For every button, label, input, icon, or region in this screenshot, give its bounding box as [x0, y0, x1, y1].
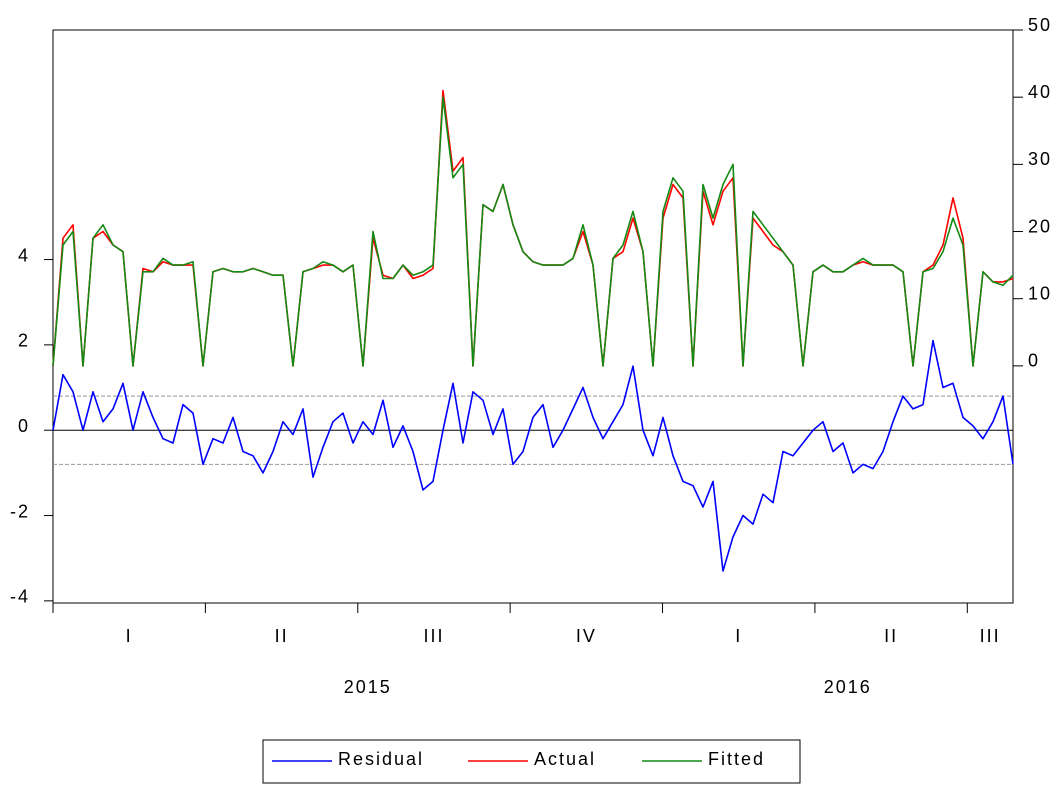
quarter-label: I [126, 626, 133, 646]
y2-tick-label: 10 [1028, 283, 1052, 303]
quarter-label: III [980, 626, 1001, 646]
y2-tick-label: 40 [1028, 82, 1052, 102]
quarter-label: III [423, 626, 444, 646]
y2-tick-label: 20 [1028, 216, 1052, 236]
y2-tick-label: 50 [1028, 15, 1052, 35]
y-tick-label: 0 [18, 416, 30, 436]
legend-box [262, 739, 801, 784]
quarter-label: II [275, 626, 289, 646]
quarter-label: IV [576, 626, 597, 646]
series-line [52, 339, 1014, 572]
plot-frame [52, 29, 1014, 604]
y2-tick-label: 30 [1028, 149, 1052, 169]
year-label: 2015 [344, 677, 392, 697]
legend-label: Residual [338, 749, 424, 769]
quarter-label: I [735, 626, 742, 646]
legend-label: Fitted [708, 749, 765, 769]
quarter-label: II [884, 626, 898, 646]
year-label: 2016 [824, 677, 872, 697]
series-line [52, 96, 1014, 367]
y-tick-label: 4 [18, 245, 30, 265]
y-tick-label: -2 [10, 501, 30, 521]
legend-label: Actual [534, 749, 596, 769]
y2-tick-label: 0 [1028, 351, 1040, 371]
y-tick-label: 2 [18, 331, 30, 351]
y-tick-label: -4 [10, 587, 30, 607]
series-line [52, 89, 1014, 367]
